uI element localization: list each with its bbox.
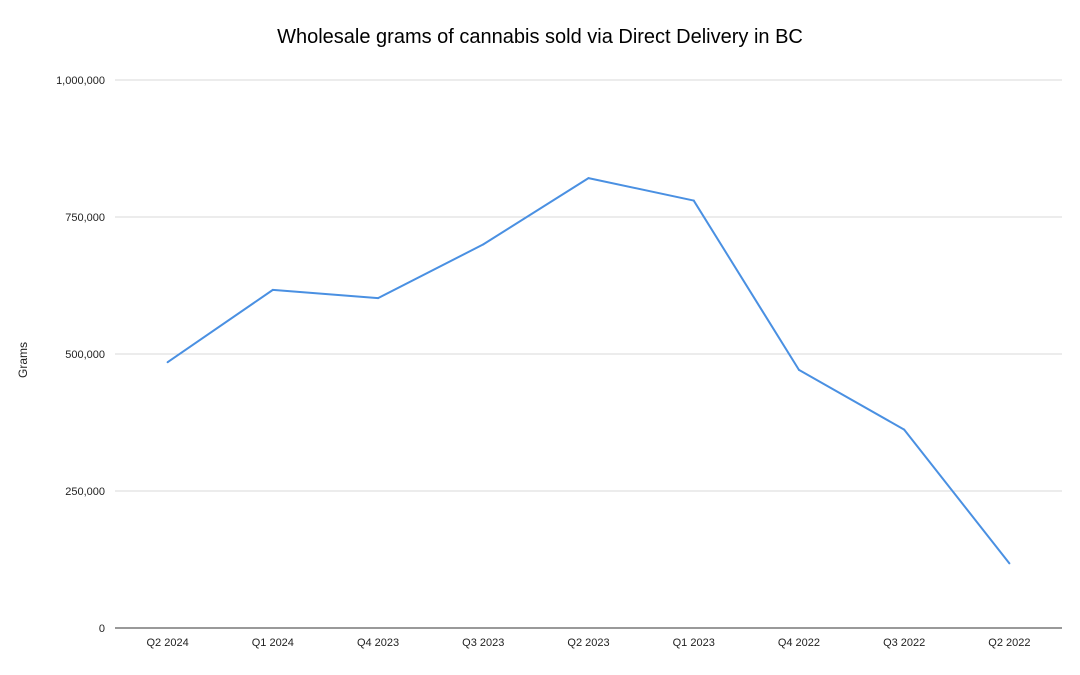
y-tick-label: 750,000	[65, 212, 105, 224]
x-tick-label: Q2 2024	[147, 637, 189, 649]
data-point	[482, 243, 485, 246]
x-tick-label: Q1 2023	[673, 637, 715, 649]
y-tick-label: 250,000	[65, 486, 105, 498]
x-tick-label: Q3 2023	[462, 637, 504, 649]
chart-title: Wholesale grams of cannabis sold via Dir…	[277, 26, 803, 48]
data-point	[166, 361, 169, 364]
x-tick-label: Q4 2023	[357, 637, 399, 649]
data-point	[692, 199, 695, 202]
y-tick-label: 1,000,000	[56, 75, 105, 87]
x-tick-label: Q3 2022	[883, 637, 925, 649]
x-tick-label: Q4 2022	[778, 637, 820, 649]
data-point	[1008, 562, 1011, 565]
data-point	[903, 428, 906, 431]
data-point	[377, 297, 380, 300]
data-point	[587, 177, 590, 180]
y-tick-label: 500,000	[65, 349, 105, 361]
x-tick-label: Q2 2022	[988, 637, 1030, 649]
x-tick-label: Q1 2024	[252, 637, 294, 649]
x-tick-label: Q2 2023	[567, 637, 609, 649]
data-point	[271, 288, 274, 291]
y-tick-label: 0	[99, 623, 105, 635]
series-line	[167, 177, 1011, 564]
data-point	[797, 368, 800, 371]
